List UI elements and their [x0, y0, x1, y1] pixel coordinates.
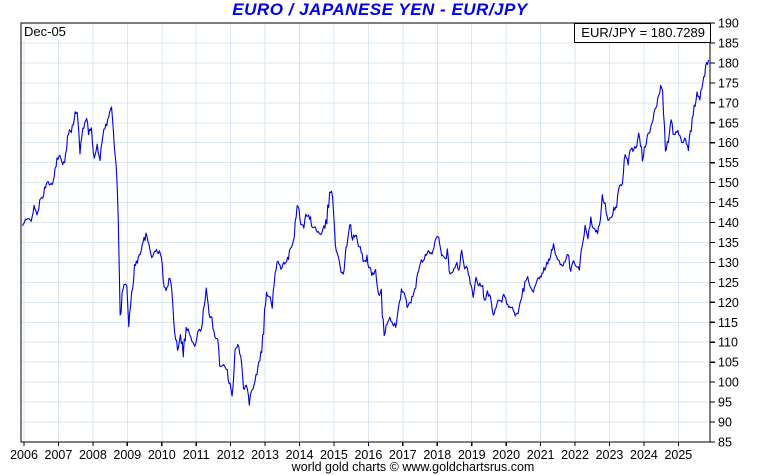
y-tick-label: 155	[718, 156, 739, 170]
x-tick-label: 2023	[596, 448, 624, 462]
x-tick-label: 2014	[286, 448, 314, 462]
axes: 190 185 180 175 170 165 160 155 150 145 140 135 130 1…	[10, 17, 739, 463]
x-tick-label: 2015	[320, 448, 348, 462]
start-date-label: Dec-05	[23, 24, 70, 40]
y-tick-label: 160	[718, 136, 739, 150]
y-tick-label: 135	[718, 236, 739, 250]
y-tick-label: 120	[718, 296, 739, 310]
x-tick-label: 2025	[664, 448, 692, 462]
x-tick-label: 2012	[217, 448, 245, 462]
y-tick-label: 105	[718, 356, 739, 370]
x-tick-label: 2006	[10, 448, 38, 462]
y-tick-label: 185	[718, 36, 739, 50]
x-tick-label: 2024	[630, 448, 658, 462]
y-tick-label: 90	[718, 416, 732, 430]
x-tick-label: 2019	[458, 448, 486, 462]
y-tick-label: 115	[718, 316, 738, 330]
gridlines	[21, 23, 710, 442]
x-tick-label: 2011	[183, 448, 210, 462]
x-tick-label: 2017	[389, 448, 417, 462]
y-tick-label: 110	[718, 336, 738, 350]
y-tick-label: 150	[718, 176, 739, 190]
copyright-credit: world gold charts © www.goldchartsrus.co…	[291, 460, 535, 474]
x-tick-label: 2013	[251, 448, 279, 462]
x-tick-label: 2008	[79, 448, 107, 462]
eurjpy-price-line	[22, 59, 710, 406]
y-tick-label: 145	[718, 196, 739, 210]
x-tick-label: 2021	[527, 448, 555, 462]
x-tick-label: 2009	[113, 448, 141, 462]
y-tick-label: 170	[718, 96, 739, 110]
y-tick-label: 180	[718, 56, 739, 70]
y-tick-label: 130	[718, 256, 739, 270]
current-quote-badge: EUR/JPY = 180.7289	[574, 23, 711, 43]
y-tick-label: 85	[718, 436, 732, 450]
y-tick-label: 95	[718, 396, 732, 410]
y-tick-label: 100	[718, 376, 739, 390]
x-tick-label: 2022	[561, 448, 589, 462]
price-series	[22, 59, 710, 406]
page-title: EURO / JAPANESE YEN - EUR/JPY	[232, 0, 528, 19]
y-tick-label: 165	[718, 116, 739, 130]
y-tick-label: 175	[718, 76, 739, 90]
y-tick-label: 125	[718, 276, 739, 290]
x-tick-label: 2020	[492, 448, 520, 462]
x-tick-label: 2010	[148, 448, 176, 462]
y-tick-label: 190	[718, 17, 739, 31]
y-tick-label: 140	[718, 216, 739, 230]
x-tick-label: 2016	[354, 448, 382, 462]
x-tick-label: 2007	[45, 448, 73, 462]
x-tick-label: 2018	[423, 448, 451, 462]
